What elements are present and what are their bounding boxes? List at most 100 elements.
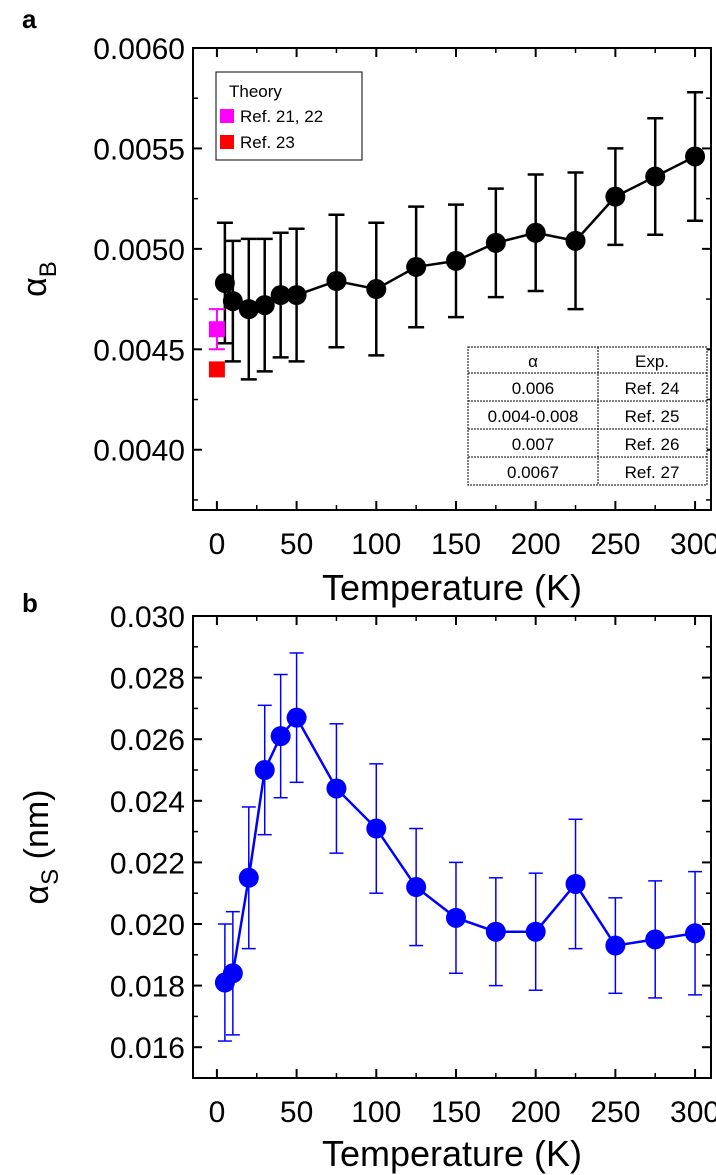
x-tick-label: 50 (280, 528, 313, 561)
theory-point (208, 321, 225, 338)
data-point (406, 256, 427, 277)
data-point (286, 285, 307, 306)
x-tick-label: 250 (590, 528, 640, 561)
y-axis-symbol: α (18, 885, 56, 905)
x-tick-label: 0 (209, 1096, 226, 1129)
data-point (565, 230, 586, 251)
panel-a-axes: 0 50 100 150 200 250 300 0.0040 0.0045 0.0050 0.00… (93, 33, 716, 561)
table-box (467, 346, 708, 486)
panel-b-y-axis-label: αS (nm) (18, 790, 64, 905)
panel-a-label: a (22, 4, 37, 34)
x-tick-label: 100 (351, 528, 401, 561)
y-axis-subscript: S (37, 869, 64, 885)
panel-a-chart: 0 50 100 150 200 250 300 0.0040 0.0045 0.0050 0.00… (16, 33, 716, 608)
data-point (485, 921, 506, 942)
data-point (270, 285, 291, 306)
y-tick-label: 0.016 (110, 1032, 185, 1065)
x-tick-label: 200 (511, 528, 561, 561)
data-point (605, 186, 626, 207)
y-tick-label: 0.018 (110, 971, 185, 1004)
panel-b-frame (192, 615, 712, 1079)
table-cell: Ref. 26 (625, 435, 680, 454)
x-tick-label: 200 (511, 1096, 561, 1129)
data-point (238, 867, 259, 888)
data-point (286, 707, 307, 728)
table-header-alpha: α (528, 352, 538, 371)
series-line (223, 715, 696, 984)
table-cell: Ref. 25 (625, 407, 680, 426)
legend-swatch-ref-23 (220, 135, 234, 149)
data-point (565, 873, 586, 894)
data-point (254, 760, 275, 780)
y-tick-label: 0.020 (110, 909, 185, 942)
legend-swatch-ref-21-22 (220, 109, 234, 123)
table-cell: 0.007 (512, 435, 555, 454)
y-axis-unit: (nm) (18, 790, 56, 869)
panel-b-marks (214, 652, 706, 1042)
data-point (326, 778, 347, 799)
x-tick-label: 300 (670, 1096, 716, 1129)
y-tick-label: 0.022 (110, 847, 185, 880)
data-point (685, 923, 706, 944)
data-point (525, 921, 546, 942)
panel-b-chart: 0 50 100 150 200 250 300 0.016 0.018 0.020 0.022 0.… (18, 601, 716, 1174)
x-tick-label: 150 (431, 1096, 481, 1129)
y-tick-label: 0.030 (110, 601, 185, 634)
y-tick-label: 0.0045 (93, 334, 185, 367)
panel-a-reference-table: α Exp. 0.006 Ref. 24 0.004-0.008 Ref. 25… (467, 346, 708, 486)
y-tick-label: 0.026 (110, 724, 185, 757)
data-point (406, 877, 427, 898)
table-header-exp: Exp. (635, 352, 669, 371)
y-tick-label: 0.024 (110, 786, 185, 819)
panel-b-label: b (22, 588, 38, 618)
data-point (214, 273, 235, 294)
table-cell: 0.0067 (507, 463, 559, 482)
legend-label-ref-23: Ref. 23 (240, 133, 295, 152)
y-tick-label: 0.0040 (93, 435, 185, 468)
panel-a-x-axis-label: Temperature (K) (322, 567, 582, 608)
data-point (685, 146, 706, 167)
data-point (645, 166, 666, 187)
data-point (222, 291, 243, 312)
panel-a-marks (208, 90, 706, 381)
y-tick-label: 0.0055 (93, 133, 185, 166)
y-axis-symbol: α (16, 277, 54, 297)
table-cell: Ref. 24 (625, 379, 680, 398)
legend-box (215, 71, 363, 161)
x-tick-label: 150 (431, 528, 481, 561)
panel-b-x-axis-label: Temperature (K) (322, 1133, 582, 1174)
y-tick-label: 0.0060 (93, 33, 185, 66)
data-point (366, 279, 387, 300)
table-cell: 0.004-0.008 (488, 407, 579, 426)
data-point (326, 271, 347, 292)
data-point (605, 935, 626, 956)
x-tick-label: 300 (670, 528, 716, 561)
data-point (445, 907, 466, 928)
legend-label-ref-21-22: Ref. 21, 22 (240, 107, 323, 126)
data-point (485, 232, 506, 253)
data-point (366, 818, 387, 839)
data-point (270, 726, 291, 747)
legend-title: Theory (229, 82, 282, 101)
x-tick-label: 100 (351, 1096, 401, 1129)
svg-text:αS (nm): αS (nm) (18, 790, 64, 905)
y-axis-subscript: B (35, 261, 62, 277)
x-tick-label: 50 (280, 1096, 313, 1129)
panel-a-legend: Theory Ref. 21, 22 Ref. 23 (215, 71, 363, 161)
y-tick-label: 0.028 (110, 663, 185, 696)
table-cell: Ref. 27 (625, 463, 680, 482)
data-point (445, 250, 466, 271)
data-point (238, 299, 259, 320)
data-point (254, 295, 275, 316)
panel-b-axes: 0 50 100 150 200 250 300 0.016 0.018 0.020 0.022 0.… (110, 601, 716, 1129)
table-cell: 0.006 (512, 379, 555, 398)
svg-text:αB: αB (16, 261, 62, 297)
data-point (645, 929, 666, 950)
x-tick-label: 0 (209, 528, 226, 561)
data-point (222, 963, 243, 984)
x-tick-label: 250 (590, 1096, 640, 1129)
data-point (525, 222, 546, 243)
theory-point (208, 361, 225, 378)
panel-a-frame (192, 47, 712, 511)
